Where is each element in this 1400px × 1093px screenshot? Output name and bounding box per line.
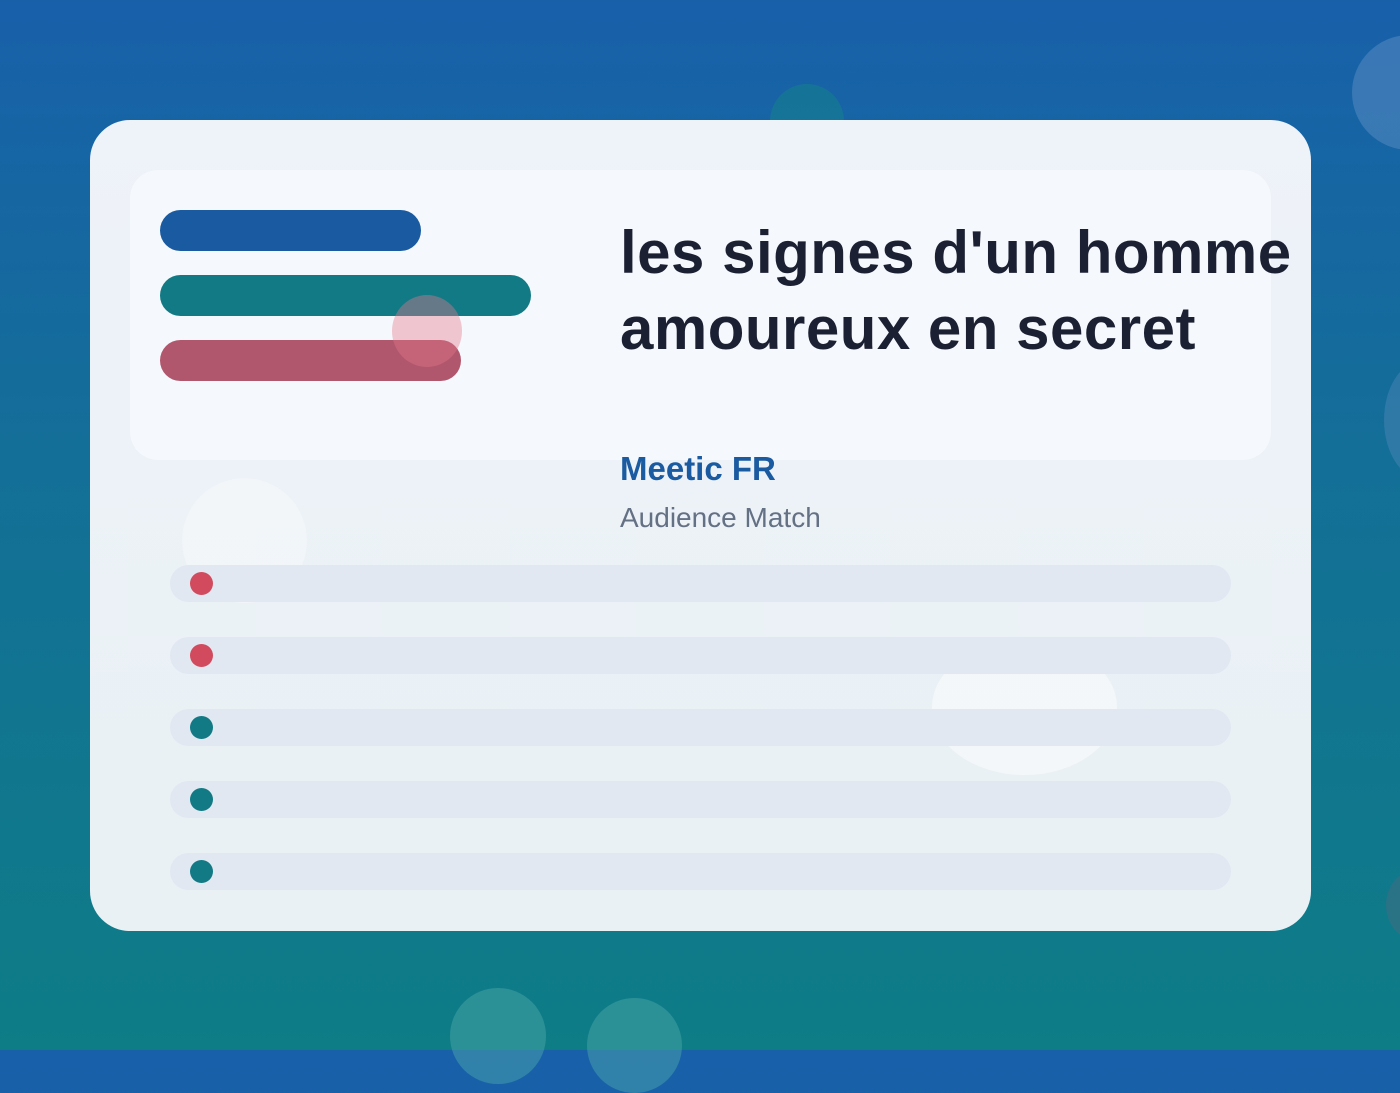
background-dot <box>587 998 682 1093</box>
list-item <box>170 781 1231 818</box>
hero-panel <box>130 170 1271 460</box>
background-dot <box>450 988 546 1084</box>
page-subtitle: Audience Match <box>620 502 821 533</box>
list-item <box>170 637 1231 674</box>
status-indicator-icon <box>190 860 213 883</box>
list-item <box>170 565 1231 602</box>
decorative-dot <box>392 295 462 367</box>
page-title: les signes d'un homme amoureux en secret <box>620 219 1292 362</box>
status-indicator-icon <box>190 572 213 595</box>
background-dot <box>1384 360 1400 480</box>
decorative-bar-rose <box>160 340 461 381</box>
status-indicator-icon <box>190 716 213 739</box>
decorative-bar-blue <box>160 210 421 251</box>
status-indicator-icon <box>190 644 213 667</box>
decorative-bar-teal <box>160 275 531 316</box>
background-dot <box>1386 870 1400 940</box>
status-indicator-icon <box>190 788 213 811</box>
list-item <box>170 709 1231 746</box>
list-item <box>170 853 1231 890</box>
content-card: les signes d'un homme amoureux en secret… <box>90 120 1311 931</box>
background-dot <box>1352 35 1400 150</box>
brand-name: Meetic FR <box>620 450 776 487</box>
